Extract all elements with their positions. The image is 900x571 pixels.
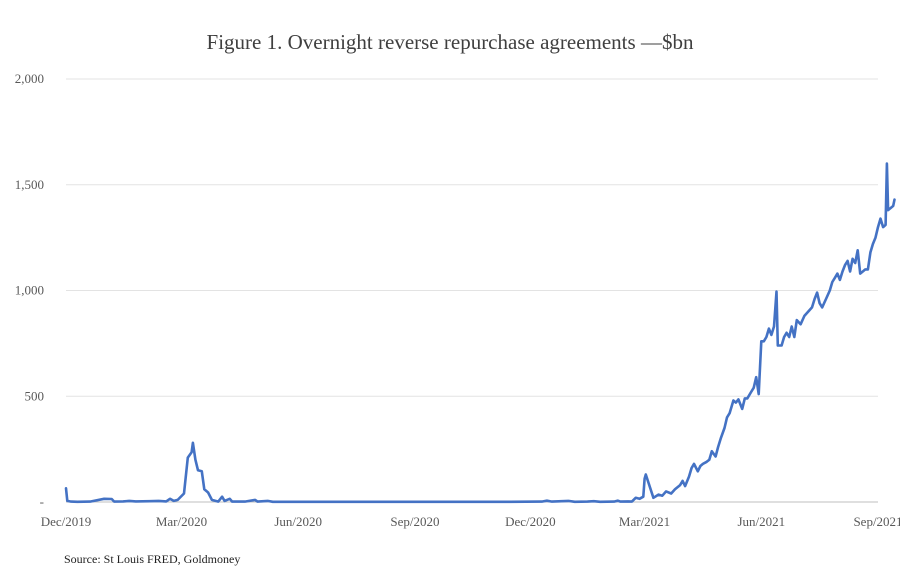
x-tick-label: Mar/2021 — [619, 514, 670, 529]
y-tick-label: 2,000 — [15, 71, 44, 86]
x-tick-label: Dec/2020 — [505, 514, 556, 529]
x-tick-label: Mar/2020 — [156, 514, 207, 529]
x-tick-label: Sep/2020 — [390, 514, 439, 529]
x-tick-label: Jun/2020 — [274, 514, 322, 529]
source-note: Source: St Louis FRED, Goldmoney — [64, 552, 241, 566]
series-line — [64, 162, 896, 504]
y-tick-label: 1,000 — [15, 283, 44, 298]
x-tick-label: Dec/2019 — [41, 514, 92, 529]
y-tick-label: - — [40, 494, 44, 509]
y-tick-label: 500 — [25, 388, 45, 403]
x-tick-label: Jun/2021 — [737, 514, 785, 529]
x-tick-label: Sep/2021 — [853, 514, 900, 529]
chart-title: Figure 1. Overnight reverse repurchase a… — [206, 30, 694, 54]
y-tick-label: 1,500 — [15, 177, 44, 192]
